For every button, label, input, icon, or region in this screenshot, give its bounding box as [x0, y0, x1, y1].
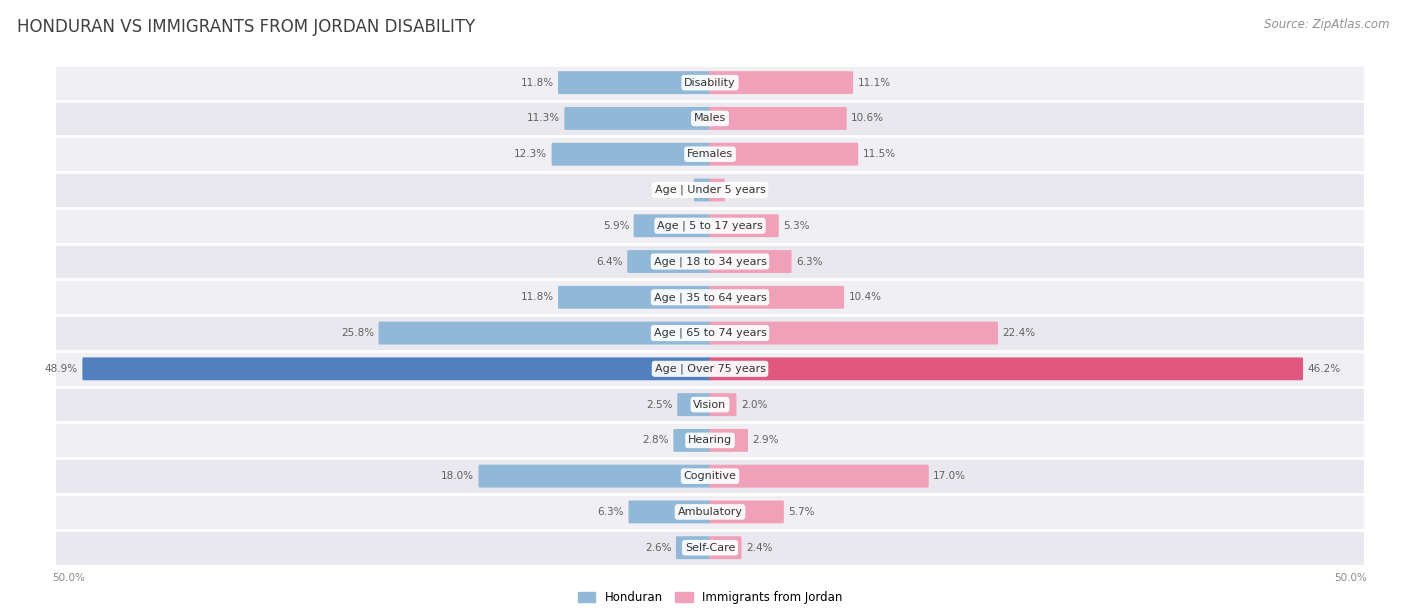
FancyBboxPatch shape [709, 71, 853, 94]
Bar [31, 172, 1389, 208]
Text: 22.4%: 22.4% [1002, 328, 1035, 338]
Text: Age | 65 to 74 years: Age | 65 to 74 years [654, 328, 766, 338]
FancyBboxPatch shape [628, 501, 711, 523]
Text: 11.1%: 11.1% [858, 78, 890, 88]
Text: Age | 5 to 17 years: Age | 5 to 17 years [657, 220, 763, 231]
FancyBboxPatch shape [709, 286, 844, 308]
Text: HONDURAN VS IMMIGRANTS FROM JORDAN DISABILITY: HONDURAN VS IMMIGRANTS FROM JORDAN DISAB… [17, 18, 475, 36]
FancyBboxPatch shape [709, 322, 998, 345]
Text: 6.3%: 6.3% [796, 256, 823, 266]
Text: 5.9%: 5.9% [603, 221, 630, 231]
Text: 5.7%: 5.7% [789, 507, 814, 517]
Text: 2.6%: 2.6% [645, 543, 672, 553]
Bar [31, 208, 1389, 244]
Text: 2.0%: 2.0% [741, 400, 768, 409]
FancyBboxPatch shape [673, 429, 711, 452]
Text: Cognitive: Cognitive [683, 471, 737, 481]
Text: 10.6%: 10.6% [851, 113, 884, 124]
FancyBboxPatch shape [627, 250, 711, 273]
Text: 10.4%: 10.4% [848, 293, 882, 302]
FancyBboxPatch shape [634, 214, 711, 237]
FancyBboxPatch shape [709, 501, 785, 523]
Text: Self-Care: Self-Care [685, 543, 735, 553]
Text: Source: ZipAtlas.com: Source: ZipAtlas.com [1264, 18, 1389, 31]
Text: 6.4%: 6.4% [596, 256, 623, 266]
Text: Age | Under 5 years: Age | Under 5 years [655, 185, 765, 195]
Text: Age | 35 to 64 years: Age | 35 to 64 years [654, 292, 766, 302]
Text: 11.8%: 11.8% [520, 293, 554, 302]
FancyBboxPatch shape [551, 143, 711, 166]
Bar [31, 387, 1389, 422]
Text: 2.9%: 2.9% [752, 435, 779, 446]
Text: 2.8%: 2.8% [643, 435, 669, 446]
FancyBboxPatch shape [83, 357, 711, 380]
Bar [31, 65, 1389, 100]
Text: 1.2%: 1.2% [664, 185, 689, 195]
FancyBboxPatch shape [709, 357, 1303, 380]
Text: 1.1%: 1.1% [730, 185, 756, 195]
Text: 12.3%: 12.3% [515, 149, 547, 159]
Text: 11.3%: 11.3% [527, 113, 560, 124]
FancyBboxPatch shape [558, 286, 711, 308]
Bar [31, 530, 1389, 565]
Text: 2.4%: 2.4% [747, 543, 772, 553]
Text: 11.8%: 11.8% [520, 78, 554, 88]
FancyBboxPatch shape [558, 71, 711, 94]
Bar [31, 136, 1389, 172]
Text: Hearing: Hearing [688, 435, 733, 446]
FancyBboxPatch shape [564, 107, 711, 130]
Bar [31, 280, 1389, 315]
Text: Vision: Vision [693, 400, 727, 409]
Bar [31, 458, 1389, 494]
FancyBboxPatch shape [709, 250, 792, 273]
FancyBboxPatch shape [709, 393, 737, 416]
FancyBboxPatch shape [378, 322, 711, 345]
Text: 46.2%: 46.2% [1308, 364, 1340, 374]
Text: 2.5%: 2.5% [647, 400, 673, 409]
FancyBboxPatch shape [695, 179, 711, 201]
Legend: Honduran, Immigrants from Jordan: Honduran, Immigrants from Jordan [574, 586, 846, 609]
FancyBboxPatch shape [709, 465, 929, 488]
Text: 6.3%: 6.3% [598, 507, 624, 517]
Text: Ambulatory: Ambulatory [678, 507, 742, 517]
FancyBboxPatch shape [709, 143, 858, 166]
Text: 25.8%: 25.8% [342, 328, 374, 338]
Text: 17.0%: 17.0% [934, 471, 966, 481]
Bar [31, 100, 1389, 136]
Text: 11.5%: 11.5% [862, 149, 896, 159]
Bar [31, 315, 1389, 351]
FancyBboxPatch shape [678, 393, 711, 416]
Bar [31, 244, 1389, 280]
Bar [31, 351, 1389, 387]
FancyBboxPatch shape [709, 179, 725, 201]
Text: Disability: Disability [685, 78, 735, 88]
FancyBboxPatch shape [709, 536, 741, 559]
Text: 48.9%: 48.9% [45, 364, 79, 374]
Text: Age | Over 75 years: Age | Over 75 years [655, 364, 765, 374]
Text: Males: Males [695, 113, 725, 124]
Text: Age | 18 to 34 years: Age | 18 to 34 years [654, 256, 766, 267]
Bar [31, 422, 1389, 458]
FancyBboxPatch shape [709, 107, 846, 130]
Bar [31, 494, 1389, 530]
Text: 18.0%: 18.0% [441, 471, 474, 481]
FancyBboxPatch shape [709, 429, 748, 452]
FancyBboxPatch shape [478, 465, 711, 488]
FancyBboxPatch shape [709, 214, 779, 237]
FancyBboxPatch shape [676, 536, 711, 559]
Text: 5.3%: 5.3% [783, 221, 810, 231]
Text: Females: Females [688, 149, 733, 159]
